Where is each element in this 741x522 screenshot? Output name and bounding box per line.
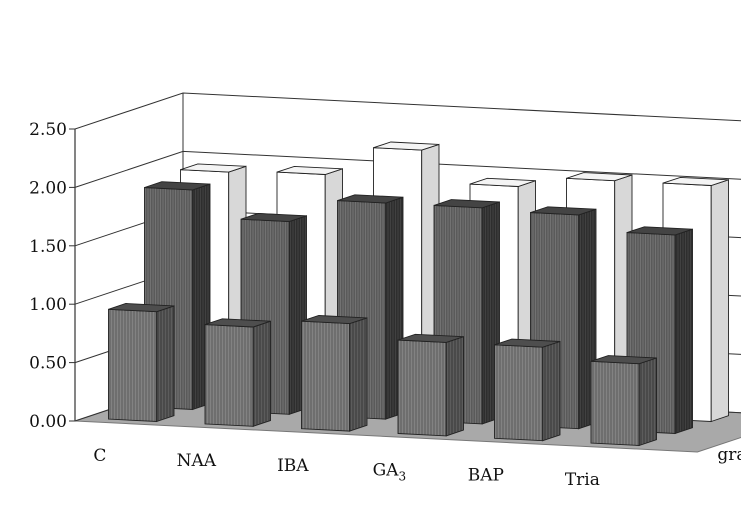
bar-grain-tria [590, 355, 657, 447]
bar-grain-iba [301, 315, 368, 432]
y-tick-label: 1.00 [29, 295, 67, 315]
bar-grain-c [108, 303, 175, 423]
bar-grain-naa [204, 318, 271, 427]
y-tick-label: 2.00 [29, 178, 67, 198]
bar-top-face [590, 355, 657, 365]
y-tick-label: 0.00 [29, 412, 67, 432]
bar-side-face [252, 320, 271, 427]
bar-front-face [108, 308, 158, 422]
bar-side-face [156, 305, 175, 423]
bar-side-face [638, 357, 657, 447]
category-label: Tria [565, 470, 600, 490]
bar-front-face [590, 360, 640, 446]
bar-top-face [144, 181, 211, 191]
y-tick-label: 2.50 [29, 120, 67, 140]
bar-side-face [445, 336, 464, 437]
bar-side-face [710, 179, 729, 423]
y-tick-label: 1.50 [29, 237, 67, 257]
bar-side-face [674, 228, 693, 435]
depth-label-grain: grain [717, 445, 741, 465]
category-label: BAP [468, 465, 504, 485]
bar-grain-ga [397, 333, 464, 437]
bar-top-face [337, 194, 404, 204]
bar-top-face [397, 333, 464, 343]
chart-bars [108, 141, 729, 447]
category-label: GA3 [373, 461, 407, 484]
bar-top-face [662, 176, 729, 186]
bar-top-face [469, 177, 536, 187]
bar-top-face [433, 199, 500, 209]
bar-top-face [108, 303, 175, 313]
bar-front-face [397, 339, 447, 437]
bar-top-face [276, 165, 343, 175]
bar-side-face [542, 340, 561, 442]
bar-top-face [494, 338, 561, 348]
bar-front-face [204, 324, 254, 427]
bar-top-face [301, 315, 368, 325]
bar-front-face [494, 344, 544, 442]
y-axis-tick-labels: 0.00 0.50 1.00 1.50 2.00 2.50 [29, 120, 67, 432]
gridline [74, 150, 741, 188]
depth-axis-labels: grainhusksstraw [717, 445, 741, 465]
y-tick-label: 0.50 [29, 354, 67, 374]
bar-top-face [626, 226, 693, 236]
category-label: NAA [177, 451, 217, 471]
bar-top-face [566, 172, 633, 182]
bar-front-face [301, 320, 351, 432]
gridline [74, 92, 741, 130]
bar-top-face [180, 163, 247, 173]
category-label: IBA [277, 456, 309, 476]
bar-grain-bap [494, 338, 561, 442]
category-subscript: 3 [398, 470, 406, 484]
x-axis-category-labels: C NAA IBA GA3 BAP Tria [93, 446, 600, 490]
bar-top-face [373, 141, 440, 151]
bar-side-face [349, 317, 368, 432]
bar-top-face [530, 206, 597, 216]
bar-top-face [240, 212, 307, 223]
bar-top-face [204, 318, 271, 328]
category-label: C [93, 446, 106, 466]
